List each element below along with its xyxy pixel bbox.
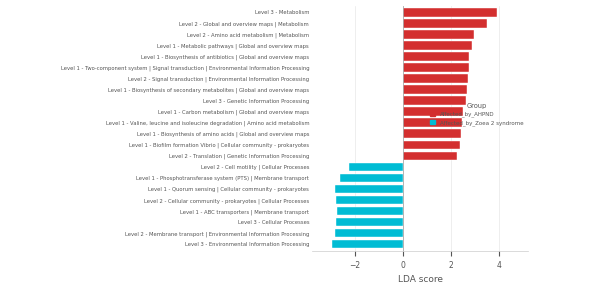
- Bar: [335, 185, 403, 193]
- Bar: [403, 96, 466, 105]
- Bar: [403, 41, 472, 50]
- Bar: [340, 174, 403, 182]
- Bar: [403, 152, 457, 160]
- Bar: [403, 74, 468, 83]
- Bar: [403, 19, 487, 28]
- Bar: [335, 229, 403, 237]
- Bar: [403, 85, 467, 94]
- Bar: [403, 52, 469, 61]
- Bar: [332, 240, 403, 249]
- Legend: Affected_by_AHPND, Affected_by_Zoea 2 syndrome: Affected_by_AHPND, Affected_by_Zoea 2 sy…: [428, 102, 525, 127]
- Bar: [403, 30, 474, 39]
- Bar: [403, 63, 469, 72]
- Bar: [403, 8, 497, 17]
- Bar: [403, 141, 460, 149]
- Bar: [336, 218, 403, 226]
- Bar: [336, 196, 403, 204]
- Bar: [349, 162, 403, 171]
- Bar: [403, 129, 461, 138]
- Bar: [403, 107, 463, 116]
- Bar: [403, 119, 462, 127]
- X-axis label: LDA score: LDA score: [398, 275, 443, 284]
- Bar: [337, 207, 403, 215]
